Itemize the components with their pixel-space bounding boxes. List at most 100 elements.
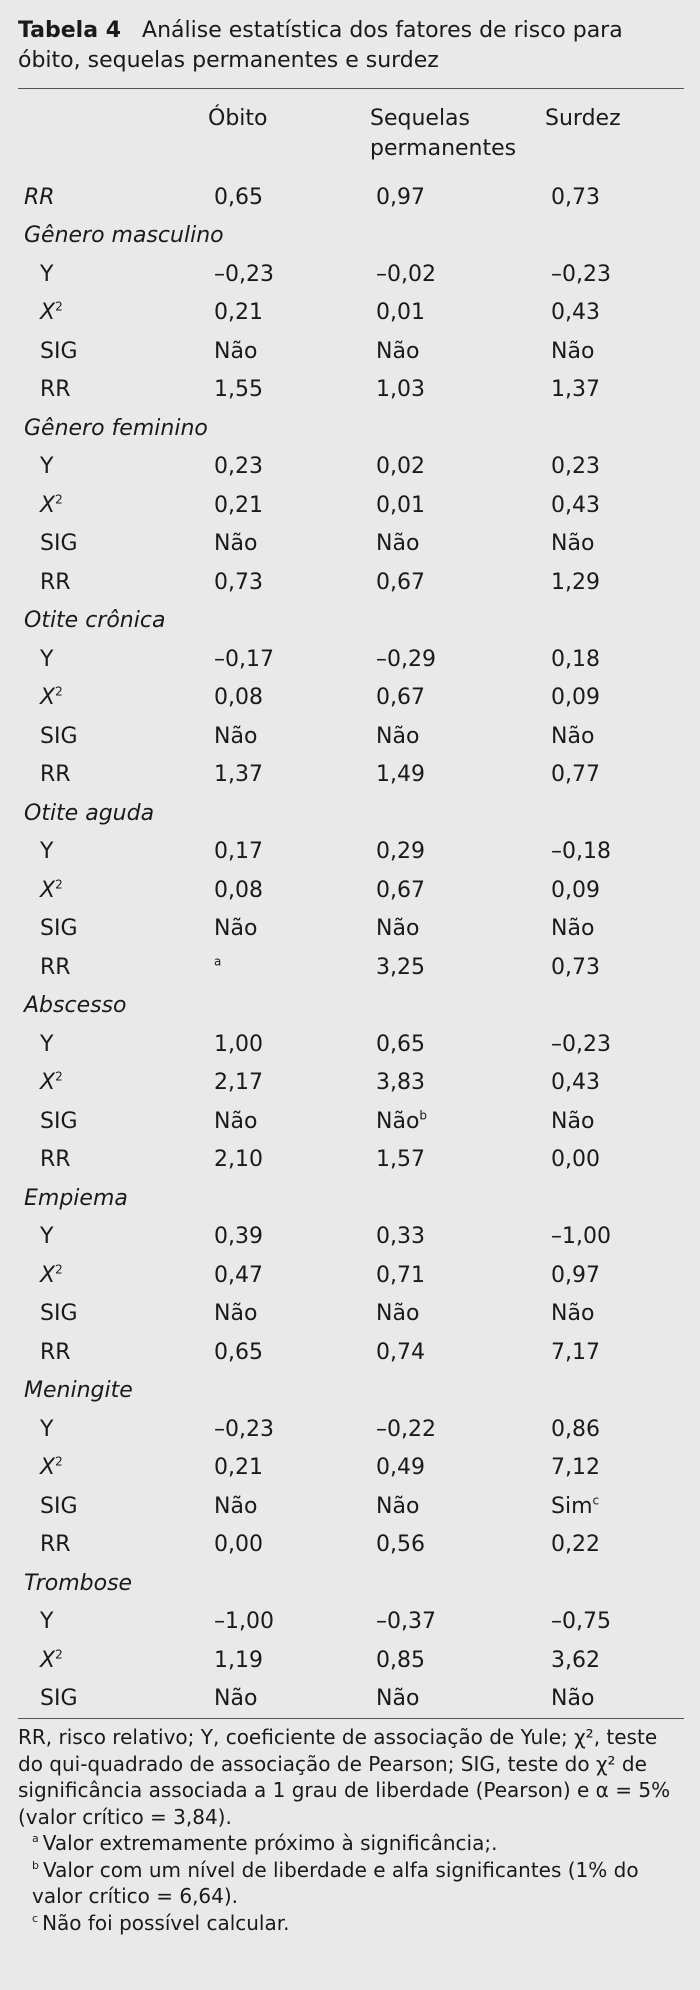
table-cell: Não	[214, 1493, 258, 1519]
footnote-a: a Valor extremamente próximo à significân…	[32, 1831, 498, 1855]
row-label: X2	[40, 492, 63, 518]
row-label: Y	[40, 1609, 54, 1635]
table-cell: Não	[551, 916, 595, 942]
table-cell: 0,86	[551, 1416, 600, 1442]
table-row: Y –0,23 –0,22 0,86	[18, 1410, 690, 1449]
table-cell: 0,47	[214, 1262, 263, 1288]
table-cell: 7,17	[551, 1339, 600, 1365]
bottom-rule	[18, 1718, 684, 1719]
table-cell: 0,43	[551, 492, 600, 518]
group-row: Otite crônica	[18, 602, 690, 641]
table-cell: –0,29	[376, 646, 436, 672]
table-cell	[214, 602, 376, 641]
table-cell	[376, 1179, 551, 1218]
table-cell	[551, 794, 690, 833]
table-cell: 1,00	[214, 1031, 263, 1057]
table-cell: Não	[376, 916, 420, 942]
table-row: SIG Não Não Não	[18, 332, 690, 371]
table-row: X2 0,47 0,71 0,97	[18, 1256, 690, 1295]
table-cell: 0,43	[551, 1070, 600, 1096]
table-cell: Não	[551, 531, 595, 557]
table-cell	[551, 217, 690, 256]
table-row: SIG Não Nãob Não	[18, 1102, 690, 1141]
table-title: Análise estatística dos fatores de risco…	[18, 18, 623, 73]
row-label: X2	[40, 299, 63, 326]
top-rule	[18, 88, 684, 89]
table-cell	[551, 1564, 690, 1603]
table-cell: Não	[214, 338, 258, 364]
table-cell	[551, 1372, 690, 1411]
table-row: RR 1,55 1,03 1,37	[18, 371, 690, 410]
table-cell	[376, 1564, 551, 1603]
table-cell: 0,00	[551, 1147, 600, 1173]
row-label: RR	[40, 762, 71, 788]
table-row: X2 0,21 0,01 0,43	[18, 486, 690, 525]
table-cell: Não	[376, 1493, 420, 1519]
group-row: Otite aguda	[18, 794, 690, 833]
footnote-c: c Não foi possível calcular.	[32, 1910, 290, 1935]
table-cell: 3,62	[551, 1647, 600, 1673]
table-cell: –0,23	[214, 261, 274, 287]
table-row: RR 0,73 0,67 1,29	[18, 563, 690, 602]
row-label: SIG	[40, 1108, 78, 1134]
table-row: X2 0,08 0,67 0,09	[18, 679, 690, 718]
table-cell: 1,03	[376, 377, 425, 403]
table-cell: Nãob	[376, 1108, 428, 1134]
table-cell: Não	[376, 1301, 420, 1327]
table-cell: 0,65	[376, 1031, 425, 1057]
table-cell: 0,09	[551, 685, 600, 711]
row-label: Gênero masculino	[24, 223, 224, 249]
footnote-b: b Valor com um nível de liberdade e alfa …	[32, 1857, 639, 1909]
table-cell: 0,00	[214, 1532, 263, 1558]
row-label: Y	[40, 261, 54, 287]
table-cell: Não	[376, 338, 420, 364]
table-cell: 0,77	[551, 762, 600, 788]
row-label: Trombose	[24, 1570, 133, 1596]
table-cell	[214, 217, 376, 256]
table-notes: RR, risco relativo; Y, coeficiente de as…	[18, 1724, 684, 1936]
table-cell: 1,49	[376, 762, 425, 788]
table-cell: 0,74	[376, 1339, 425, 1365]
row-label: RR	[40, 954, 71, 980]
row-label: X2	[40, 1647, 63, 1673]
row-label: Y	[40, 1031, 54, 1057]
row-label: SIG	[40, 531, 78, 557]
table-row: Y 0,39 0,33 –1,00	[18, 1218, 690, 1257]
table-cell: 1,57	[376, 1147, 425, 1173]
table-cell: 0,97	[376, 184, 425, 210]
table-cell: Não	[214, 1686, 258, 1712]
table-cell: Não	[214, 531, 258, 557]
table-cell	[376, 409, 551, 448]
table-cell: 7,12	[551, 1455, 600, 1481]
table-cell: Simc	[551, 1493, 600, 1519]
group-row: Empiema	[18, 1179, 690, 1218]
row-label: X2	[40, 1262, 63, 1288]
table-cell: a	[214, 954, 222, 969]
row-label: RR	[40, 377, 71, 403]
row-label: Y	[40, 1416, 54, 1442]
table-row: RR 2,10 1,57 0,00	[18, 1141, 690, 1180]
table-cell: –0,18	[551, 839, 611, 865]
header-obito: Óbito	[208, 106, 268, 131]
table-cell: 0,67	[376, 877, 425, 903]
table-cell	[376, 794, 551, 833]
table-row: SIG Não Não Não	[18, 910, 690, 949]
table-cell	[551, 409, 690, 448]
row-label: X2	[40, 877, 63, 903]
table-cell: 2,10	[214, 1147, 263, 1173]
table-cell: –0,22	[376, 1416, 436, 1442]
table-cell: 3,83	[376, 1070, 425, 1096]
group-row: Meningite	[18, 1372, 690, 1411]
table-cell: 0,73	[551, 954, 600, 980]
table-row: Y 1,00 0,65 –0,23	[18, 1025, 690, 1064]
table-cell: 1,55	[214, 377, 263, 403]
table-cell: Não	[551, 1301, 595, 1327]
group-row: Gênero feminino	[18, 409, 690, 448]
table-cell: 0,23	[551, 454, 600, 480]
group-row: Trombose	[18, 1564, 690, 1603]
row-label: Empiema	[24, 1185, 128, 1211]
data-table: RR 0,65 0,97 0,73 Gênero masculino Y –0,23 –0,0…	[18, 178, 690, 1718]
table-row: Y –1,00 –0,37 –0,75	[18, 1603, 690, 1642]
table-row: Y 0,17 0,29 –0,18	[18, 833, 690, 872]
table-cell: 0,56	[376, 1532, 425, 1558]
